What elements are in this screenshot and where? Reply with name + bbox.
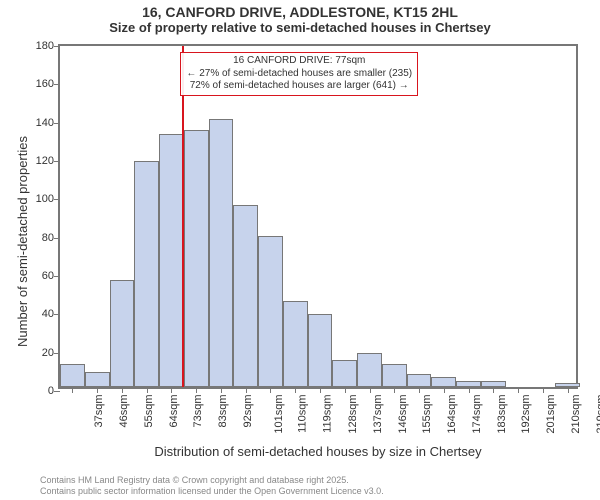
histogram-bar [159,134,184,387]
x-tick-label: 219sqm [592,395,600,434]
y-tick-label: 20 [42,347,60,359]
x-tick [171,387,172,393]
x-tick [246,387,247,393]
annotation-line-0: 16 CANFORD DRIVE: 77sqm [186,55,412,68]
y-tick-label: 100 [36,193,60,205]
histogram-bar [258,236,283,387]
histogram-bar [209,119,234,387]
chart-container: 16, CANFORD DRIVE, ADDLESTONE, KT15 2HL … [0,0,600,500]
x-tick [122,387,123,393]
x-tick [320,387,321,393]
x-tick [543,387,544,393]
x-axis-label: Distribution of semi-detached houses by … [58,444,578,459]
x-tick-label: 210sqm [567,395,582,434]
y-tick-label: 60 [42,270,60,282]
x-tick-label: 164sqm [443,395,458,434]
histogram-bar [110,280,135,387]
x-tick-label: 101sqm [270,395,285,434]
x-tick-label: 174sqm [468,395,483,434]
x-tick-label: 83sqm [214,395,229,428]
histogram-bar [357,353,382,388]
y-tick-label: 180 [36,40,60,52]
x-tick-label: 192sqm [517,395,532,434]
x-tick-label: 119sqm [319,395,334,433]
x-tick [469,387,470,393]
plot-area: 02040608010012014016018037sqm46sqm55sqm6… [58,44,578,389]
chart-title-line1: 16, CANFORD DRIVE, ADDLESTONE, KT15 2HL [0,0,600,20]
x-tick-label: 64sqm [165,395,180,428]
x-tick-label: 146sqm [394,395,409,434]
y-tick-label: 160 [36,78,60,90]
x-tick [394,387,395,393]
annotation-box: 16 CANFORD DRIVE: 77sqm← 27% of semi-det… [180,52,418,96]
histogram-bar [233,205,258,387]
histogram-bar [332,360,357,387]
x-tick [72,387,73,393]
y-tick-label: 40 [42,308,60,320]
x-tick-label: 37sqm [90,395,105,428]
histogram-bar [407,374,432,387]
histogram-bar [283,301,308,387]
x-tick [444,387,445,393]
chart-title-line2: Size of property relative to semi-detach… [0,20,600,37]
property-marker-line [182,46,184,387]
histogram-bar [431,377,456,387]
y-tick-label: 120 [36,155,60,167]
x-tick [568,387,569,393]
x-tick [370,387,371,393]
histogram-bar [134,161,159,387]
annotation-line-2: 72% of semi-detached houses are larger (… [186,80,412,93]
y-tick-label: 80 [42,232,60,244]
y-tick-label: 0 [48,385,60,397]
y-axis-label: Number of semi-detached properties [15,136,30,347]
footer-line2: Contains public sector information licen… [40,486,384,497]
x-tick-label: 73sqm [189,395,204,428]
histogram-bar [308,314,333,387]
x-tick-label: 155sqm [418,395,433,434]
x-tick-label: 110sqm [294,395,309,433]
x-tick [518,387,519,393]
histogram-bar [85,372,110,387]
x-tick [196,387,197,393]
x-tick-label: 92sqm [239,395,254,428]
x-tick-label: 137sqm [369,395,384,434]
x-tick [147,387,148,393]
histogram-bar [184,130,209,387]
x-tick-label: 55sqm [140,395,155,428]
x-tick [345,387,346,393]
y-tick-label: 140 [36,117,60,129]
footer-attribution: Contains HM Land Registry data © Crown c… [0,475,384,497]
x-tick-label: 201sqm [542,395,557,434]
x-tick [221,387,222,393]
annotation-line-1: ← 27% of semi-detached houses are smalle… [186,68,412,81]
x-tick [270,387,271,393]
x-tick [295,387,296,393]
histogram-bar [382,364,407,387]
x-tick-label: 46sqm [115,395,130,428]
x-tick-label: 128sqm [344,395,359,434]
x-tick [419,387,420,393]
x-tick [493,387,494,393]
histogram-bar [60,364,85,387]
x-tick-label: 183sqm [493,395,508,434]
footer-line1: Contains HM Land Registry data © Crown c… [40,475,384,486]
x-tick [97,387,98,393]
